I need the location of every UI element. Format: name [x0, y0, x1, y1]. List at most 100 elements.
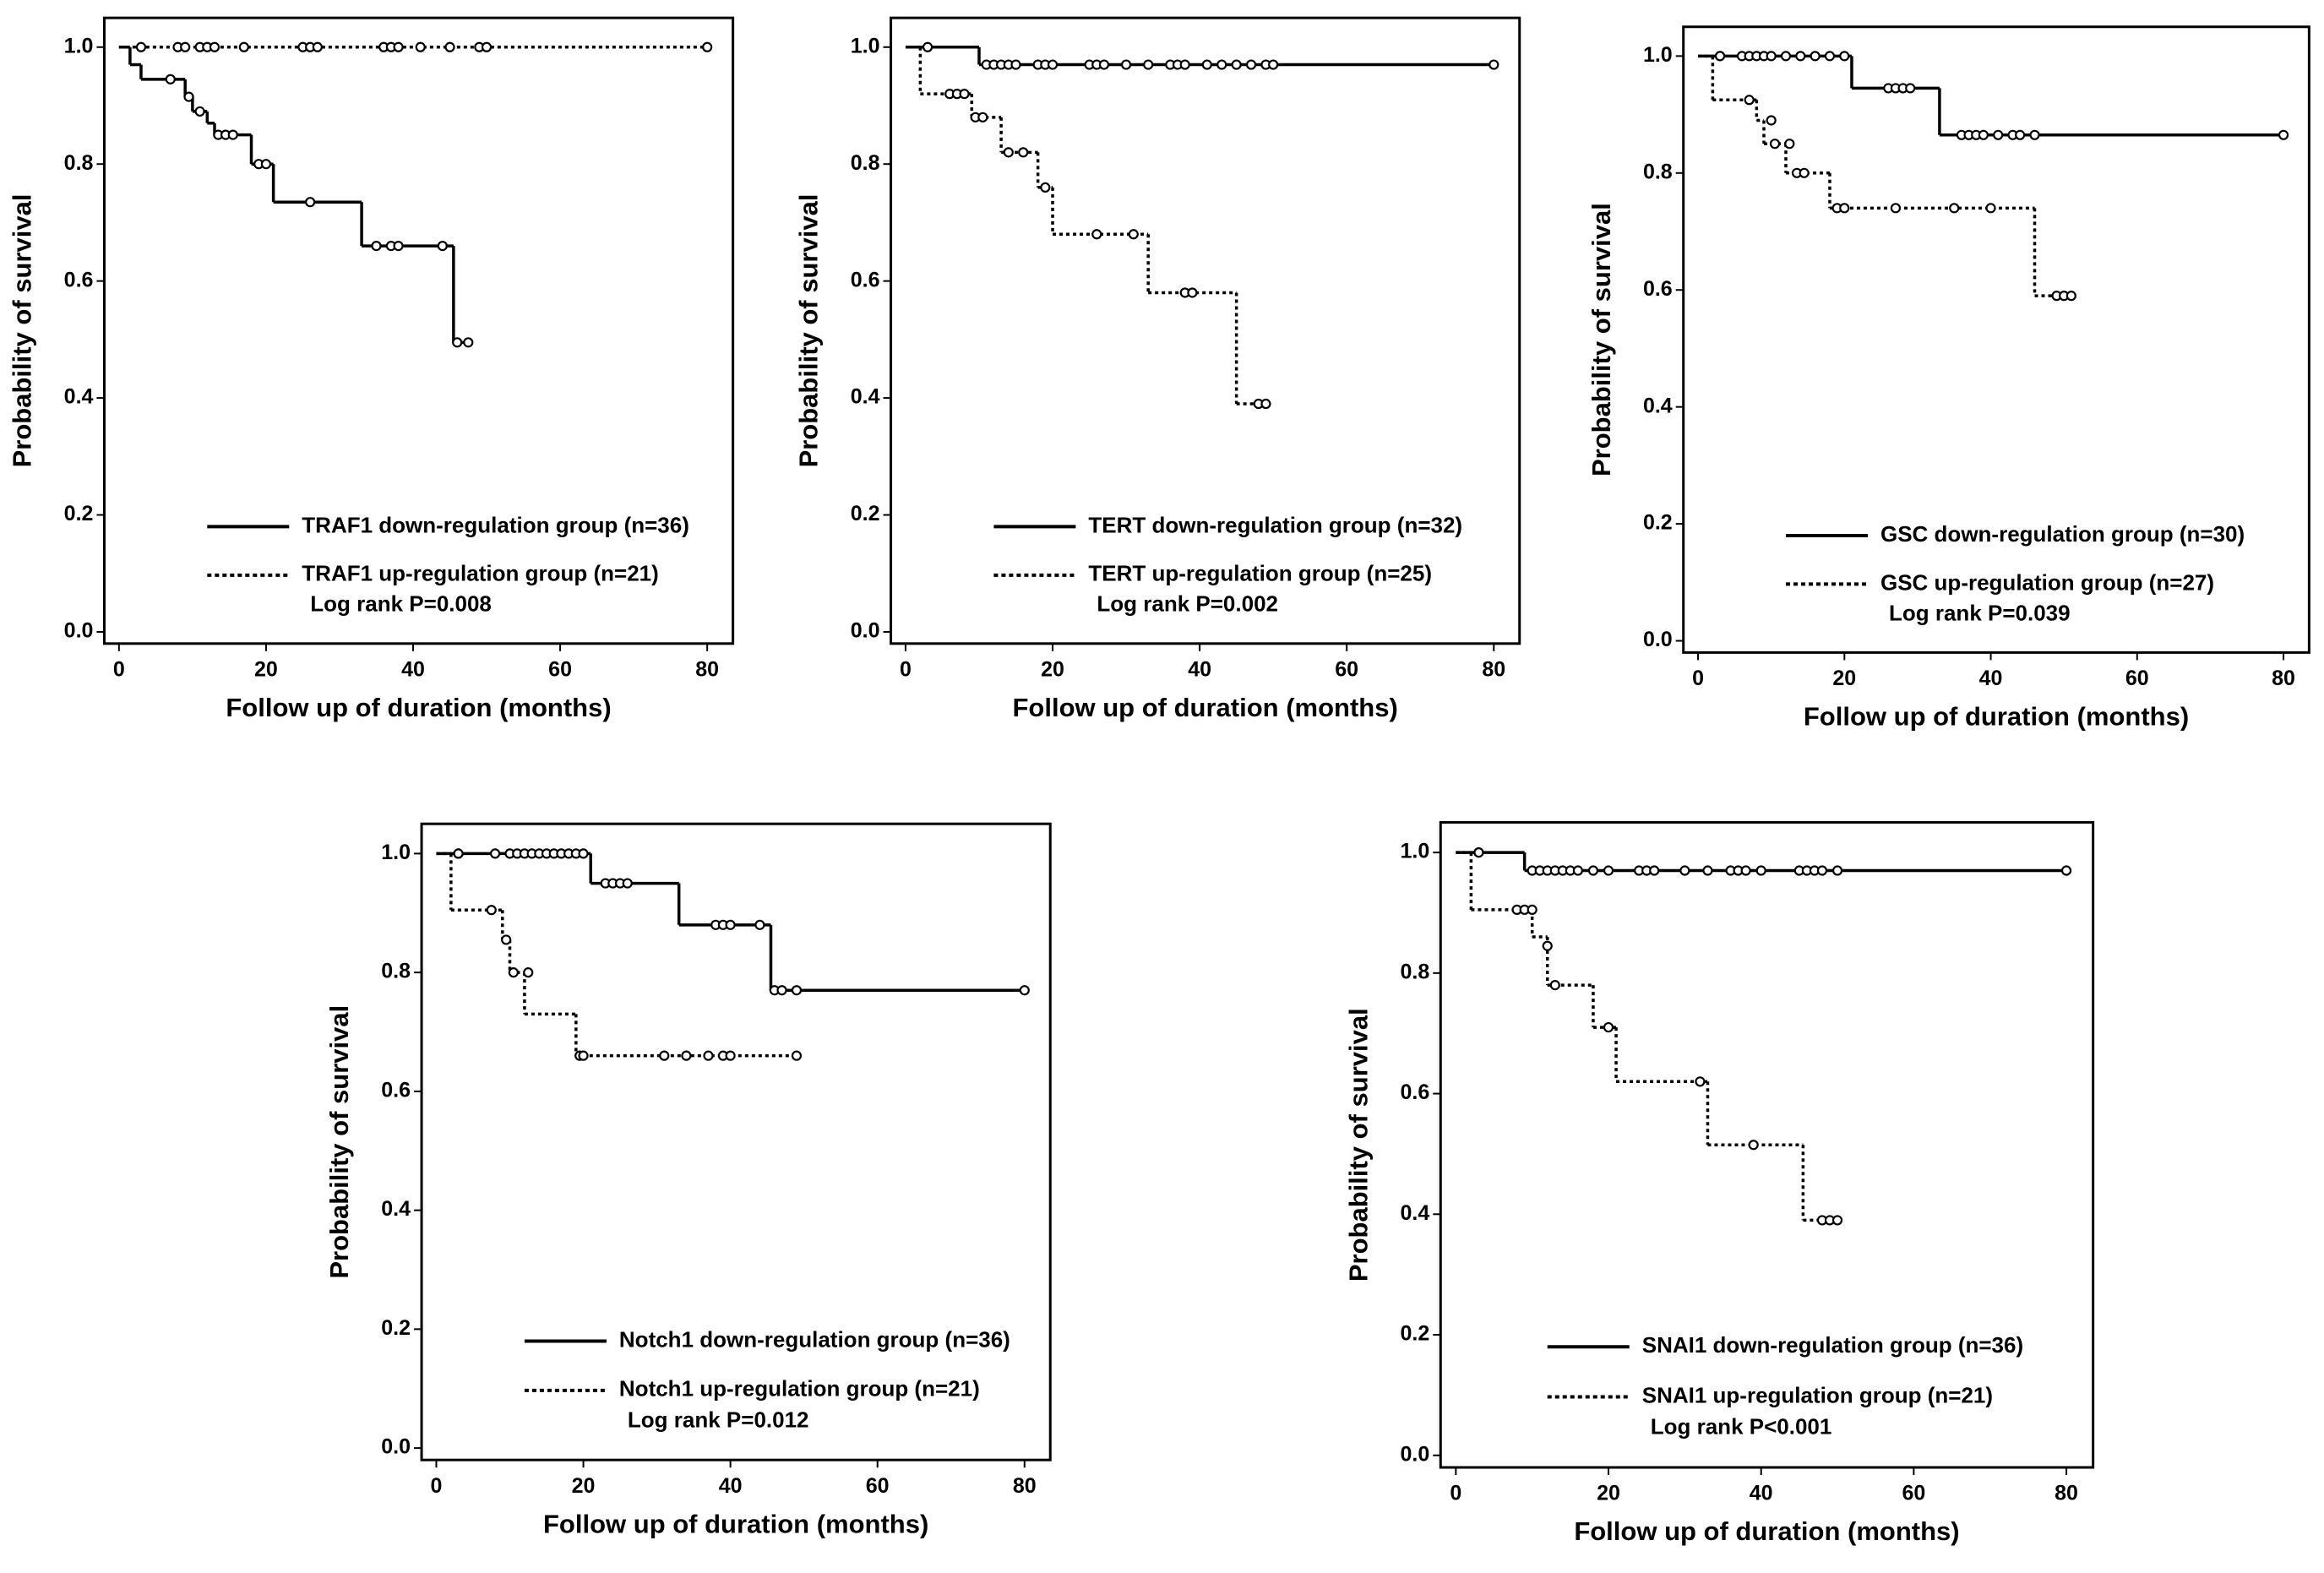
censor-mark [1143, 59, 1154, 70]
censor-mark [2060, 865, 2072, 876]
censor-mark [1702, 865, 1713, 876]
censor-mark [312, 41, 323, 52]
censor-mark [209, 41, 220, 52]
y-tick-label: 0.2 [851, 502, 880, 525]
y-tick-label: 0.8 [1401, 960, 1430, 983]
y-tick-label: 0.2 [64, 502, 94, 525]
censor-mark [1603, 1021, 1614, 1033]
censor-mark [1766, 51, 1777, 62]
y-axis-label: Probability of survival [794, 194, 824, 468]
censor-mark [1831, 1215, 1843, 1226]
censor-mark [1993, 129, 2004, 140]
x-tick-label: 20 [1832, 667, 1856, 690]
censor-mark [1527, 904, 1538, 916]
y-tick-label: 0.8 [851, 151, 880, 175]
censor-mark [444, 41, 455, 52]
censor-mark [1810, 51, 1821, 62]
censor-mark [622, 878, 633, 889]
y-tick-label: 1.0 [1643, 43, 1673, 67]
censor-mark [260, 159, 272, 170]
x-tick-label: 20 [254, 657, 278, 681]
censor-mark [703, 1050, 714, 1061]
y-tick-label: 0.8 [381, 960, 411, 983]
censor-mark [977, 112, 988, 122]
censor-mark [1091, 229, 1102, 240]
legend-label: SNAI1 down-regulation group (n=36) [1642, 1332, 2023, 1358]
x-axis-label: Follow up of duration (months) [1574, 1516, 1959, 1546]
censor-mark [725, 919, 736, 930]
censor-mark [489, 848, 501, 859]
censor-mark [681, 1050, 692, 1061]
censor-mark [725, 1050, 736, 1061]
censor-mark [1748, 1140, 1759, 1151]
censor-mark [1780, 51, 1792, 62]
censor-mark [1010, 59, 1021, 70]
censor-mark [776, 985, 787, 996]
y-axis-label: Probability of survival [8, 194, 37, 468]
censor-mark [1542, 940, 1553, 951]
plot-frame [420, 822, 1052, 1461]
x-tick-label: 0 [1450, 1482, 1461, 1505]
y-tick-label: 1.0 [1401, 840, 1430, 863]
censor-mark [481, 41, 493, 52]
censor-mark [415, 41, 426, 52]
censor-mark [1755, 865, 1766, 876]
censor-mark [1473, 847, 1484, 858]
y-tick-label: 0.6 [381, 1078, 411, 1102]
x-tick-label: 20 [1597, 1482, 1620, 1505]
censor-mark [1905, 83, 1916, 94]
x-tick-label: 60 [1335, 657, 1358, 681]
y-tick-label: 0.0 [381, 1435, 411, 1459]
x-axis-label: Follow up of duration (months) [1804, 702, 2189, 732]
censor-mark [1572, 865, 1583, 876]
x-tick-label: 0 [431, 1474, 443, 1498]
censor-mark [1985, 203, 1996, 214]
censor-mark [1587, 865, 1599, 876]
x-tick-label: 20 [572, 1474, 596, 1498]
y-tick-label: 0.4 [1401, 1201, 1430, 1225]
y-tick-label: 0.4 [381, 1197, 411, 1221]
annotation: Log rank P=0.008 [310, 591, 492, 617]
y-axis-label: Probability of survival [324, 1005, 354, 1279]
y-tick-label: 0.0 [851, 619, 880, 643]
censor-mark [1216, 59, 1227, 70]
legend-label: Notch1 up-regulation group (n=21) [619, 1376, 980, 1402]
censor-mark [578, 1050, 589, 1061]
x-tick-label: 80 [1013, 1474, 1037, 1498]
censor-mark [1766, 115, 1777, 126]
censor-mark [452, 337, 463, 348]
y-tick-label: 0.0 [1401, 1442, 1430, 1466]
censor-mark [508, 967, 519, 978]
y-tick-label: 1.0 [64, 34, 94, 57]
x-tick-label: 40 [719, 1474, 743, 1498]
y-axis-label: Probability of survival [1343, 1008, 1373, 1282]
censor-mark [1839, 203, 1850, 214]
x-tick-label: 60 [548, 657, 572, 681]
censor-mark [791, 985, 803, 996]
censor-mark [1489, 59, 1499, 70]
x-tick-label: 20 [1041, 657, 1064, 681]
censor-mark [1784, 139, 1795, 150]
x-axis-label: Follow up of duration (months) [1012, 693, 1397, 722]
legend-label: GSC up-regulation group (n=27) [1880, 569, 2214, 595]
y-axis-label: Probability of survival [1587, 203, 1616, 476]
annotation: Log rank P=0.012 [628, 1407, 809, 1432]
censor-mark [165, 73, 176, 84]
y-tick-label: 0.2 [381, 1316, 411, 1340]
x-tick-label: 80 [695, 657, 719, 681]
annotation: Log rank P=0.039 [1889, 600, 2071, 625]
annotation: Log rank P=0.002 [1097, 591, 1278, 617]
x-tick-label: 40 [401, 657, 425, 681]
y-tick-label: 0.4 [1643, 394, 1673, 417]
censor-mark [453, 848, 464, 859]
censor-mark [180, 41, 191, 52]
legend-label: TERT down-regulation group (n=32) [1088, 512, 1462, 537]
censor-mark [2029, 129, 2040, 140]
censor-mark [371, 241, 382, 252]
x-tick-label: 40 [1188, 657, 1211, 681]
censor-mark [305, 197, 316, 208]
censor-mark [1649, 865, 1660, 876]
y-tick-label: 0.8 [64, 151, 94, 175]
plot-frame [890, 16, 1521, 645]
censor-mark [2065, 291, 2076, 302]
